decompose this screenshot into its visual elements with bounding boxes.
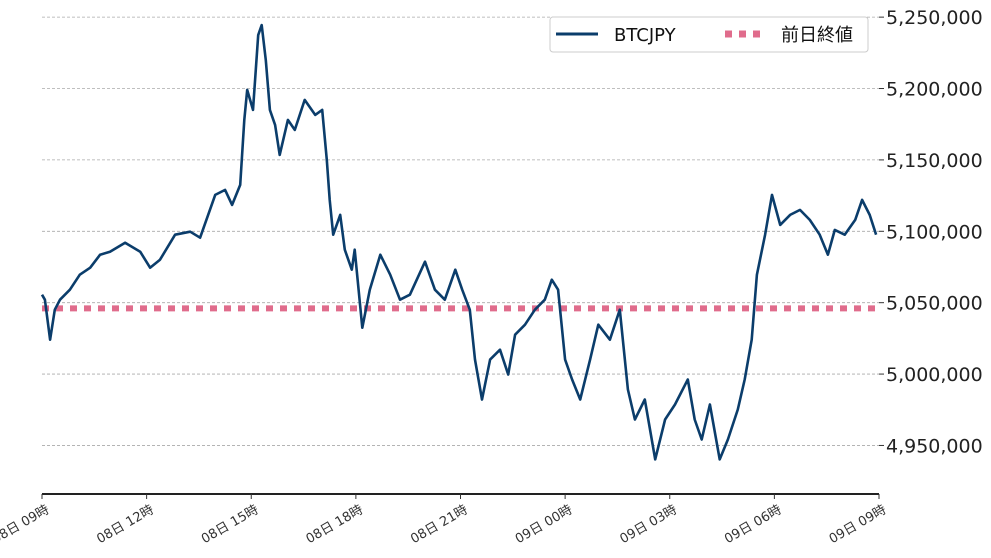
x-axis: 08日 09時 08日 12時 08日 15時 08日 18時 08日 21時 09日 0… bbox=[0, 493, 889, 547]
x-tick-label: 08日 12時 bbox=[94, 502, 156, 547]
legend-label-previous-close: 前日終値 bbox=[781, 25, 853, 46]
btcjpy-line bbox=[40, 23, 878, 461]
x-tick-label: 08日 21時 bbox=[408, 502, 470, 547]
y-tick-label: 5,050,000 bbox=[886, 293, 983, 315]
y-tick-label: 4,950,000 bbox=[886, 435, 983, 457]
x-tick-label: 09日 00時 bbox=[513, 502, 575, 547]
y-tick-label: 5,000,000 bbox=[886, 364, 983, 386]
x-tick-label: 08日 18時 bbox=[304, 502, 366, 547]
x-tick-label: 09日 03時 bbox=[618, 502, 680, 547]
y-tick-label: 5,100,000 bbox=[886, 221, 983, 243]
y-axis: 4,950,000 5,000,000 5,050,000 5,100,000 5,15… bbox=[879, 7, 983, 457]
x-tick-label: 09日 09時 bbox=[827, 502, 889, 547]
x-tick-label: 08日 15時 bbox=[199, 502, 261, 547]
y-tick-label: 5,200,000 bbox=[886, 79, 983, 101]
grid bbox=[42, 16, 879, 446]
x-tick-label: 08日 09時 bbox=[0, 502, 52, 547]
legend-label-btcjpy: BTCJPY bbox=[614, 25, 677, 46]
y-tick-label: 5,250,000 bbox=[886, 7, 983, 29]
legend-box bbox=[549, 16, 869, 53]
y-tick-label: 5,150,000 bbox=[886, 150, 983, 172]
legend: BTCJPY 前日終値 bbox=[549, 16, 869, 53]
x-tick-label: 09日 06時 bbox=[722, 502, 784, 547]
